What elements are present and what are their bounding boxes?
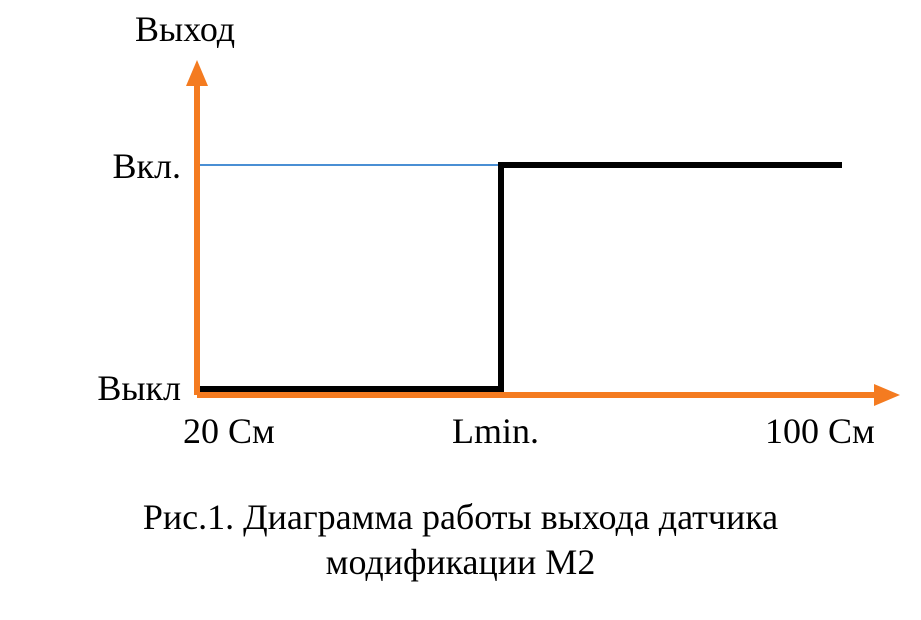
caption-line-1: Рис.1. Диаграмма работы выхода датчика: [0, 495, 921, 540]
y-axis-title: Выход: [135, 8, 235, 50]
y-tick-low: Выкл: [97, 367, 181, 409]
figure-caption: Рис.1. Диаграмма работы выхода датчика м…: [0, 495, 921, 585]
caption-line-2: модификации М2: [0, 540, 921, 585]
y-tick-high: Вкл.: [113, 145, 181, 187]
x-tick-right: 100 См: [765, 410, 875, 452]
x-tick-mid: Lmin.: [452, 410, 539, 452]
x-tick-left: 20 См: [183, 410, 275, 452]
diagram-container: Выход Вкл. Выкл 20 См Lmin. 100 См Рис.1…: [0, 0, 921, 620]
